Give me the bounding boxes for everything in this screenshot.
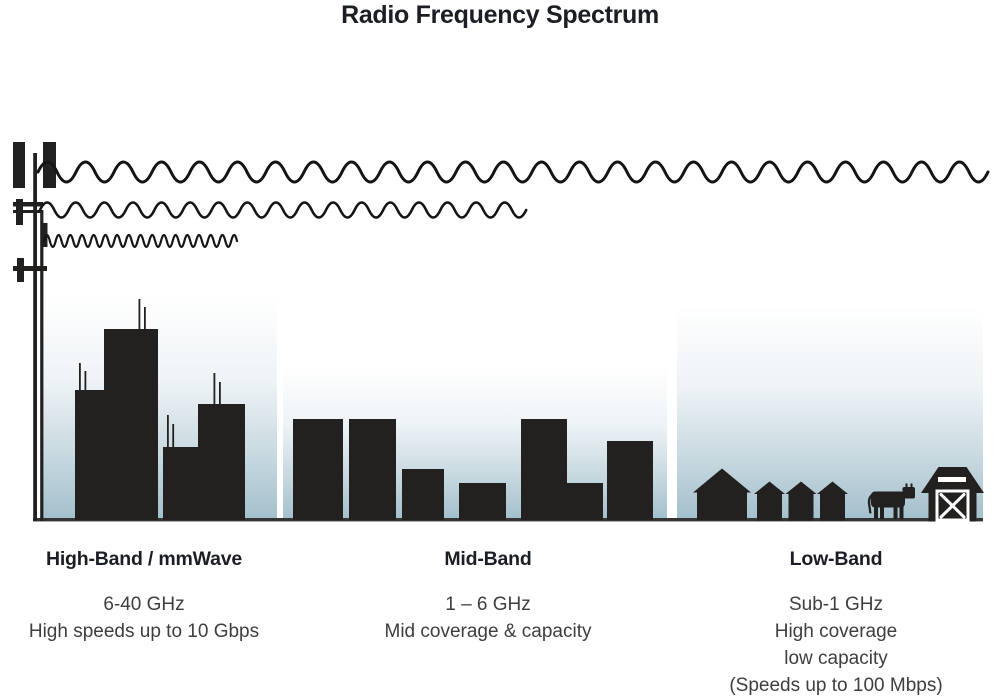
low-band-description: High coverage <box>774 621 898 642</box>
cell-tower-icon <box>13 142 56 521</box>
tower-crossarm <box>13 202 43 207</box>
barn-door-crossbuck <box>939 493 966 519</box>
skyscraper <box>198 404 245 520</box>
tower-antenna-panel <box>13 142 25 188</box>
house-icon <box>785 481 817 521</box>
rural-farm-icon <box>693 467 984 522</box>
low-band-frequency: Sub-1 GHz <box>789 594 883 615</box>
building <box>521 419 567 520</box>
skyscraper <box>75 390 104 520</box>
skyscraper <box>104 329 158 520</box>
building <box>402 469 444 520</box>
tower-antenna-panel <box>41 223 48 247</box>
rooftop-antenna <box>138 299 141 330</box>
tower-antenna-panel <box>43 142 56 188</box>
building <box>459 483 506 520</box>
rooftop-antenna <box>79 363 81 391</box>
low-band-heading: Low-Band <box>789 548 883 570</box>
rooftop-antenna <box>167 415 169 448</box>
house-icon <box>817 481 848 521</box>
rooftop-antenna <box>213 373 216 405</box>
low-band-speed-note: (Speeds up to 100 Mbps) <box>729 675 943 696</box>
long-wavelength-wave-icon <box>36 160 990 184</box>
mid-band-label-group: Mid-Band 1 – 6 GHz Mid coverage & capaci… <box>348 548 628 645</box>
medium-wavelength-wave-icon <box>38 201 528 219</box>
page-title: Radio Frequency Spectrum <box>341 1 659 29</box>
mid-band-description: Mid coverage & capacity <box>384 621 592 642</box>
tower-crossarm <box>13 266 47 271</box>
rooftop-antenna <box>219 382 221 405</box>
barn-icon <box>921 467 984 522</box>
spectrum-graphic <box>13 142 990 522</box>
short-wavelength-wave-icon <box>42 233 239 249</box>
mid-band-heading: Mid-Band <box>444 548 532 570</box>
building <box>293 419 343 520</box>
tower-crossarm <box>13 210 43 213</box>
barn-loft-vent <box>938 477 966 482</box>
rooftop-antenna <box>172 424 175 448</box>
tower-mast <box>33 153 37 521</box>
town-skyline-icon <box>293 419 653 520</box>
skyscraper <box>163 447 198 520</box>
building <box>607 441 653 520</box>
building <box>567 483 603 520</box>
low-band-description: low capacity <box>784 648 888 669</box>
rooftop-antenna <box>144 307 146 330</box>
house-icon <box>754 481 785 521</box>
tower-secondary-mast <box>40 210 44 521</box>
high-band-description: High speeds up to 10 Gbps <box>28 621 260 642</box>
building <box>349 419 396 520</box>
rooftop-antenna <box>84 371 87 391</box>
ground-line <box>33 518 983 522</box>
city-skyline-icon <box>75 299 245 520</box>
house-icon <box>693 468 751 520</box>
cow-icon <box>867 483 915 519</box>
high-band-label-group: High-Band / mmWave 6-40 GHz High speeds … <box>4 548 284 645</box>
high-band-heading: High-Band / mmWave <box>45 548 243 570</box>
mid-band-frequency: 1 – 6 GHz <box>445 594 531 615</box>
low-band-label-group: Low-Band Sub-1 GHz High coverage low cap… <box>696 548 976 699</box>
high-band-frequency: 6-40 GHz <box>103 594 185 615</box>
